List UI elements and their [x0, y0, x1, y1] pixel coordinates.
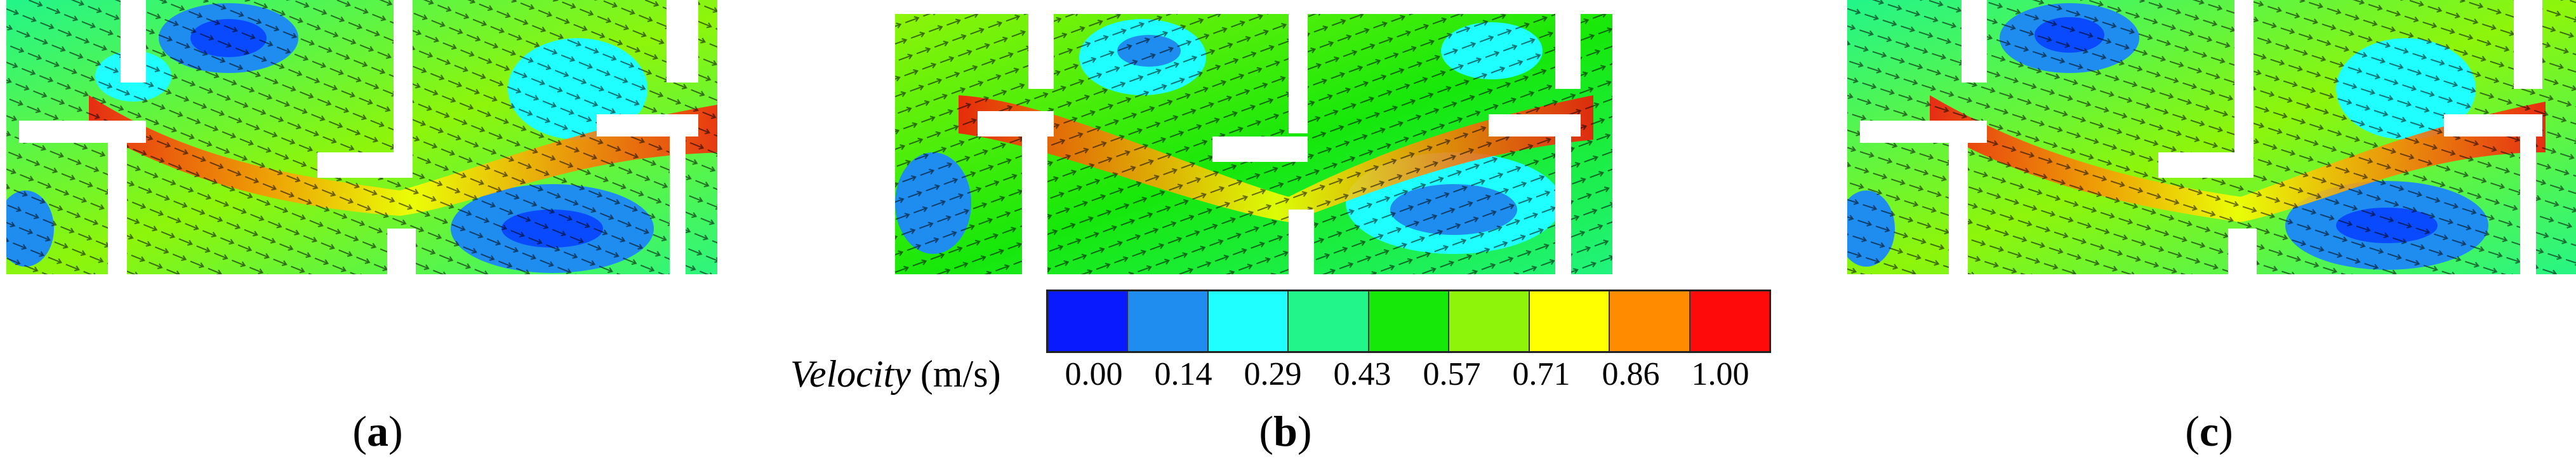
baffle-wall [1555, 137, 1571, 286]
domain-edge [717, 0, 755, 286]
colorbar-segment [1289, 291, 1369, 351]
baffle-wall [1949, 143, 1968, 286]
caption-letter: c [2199, 407, 2219, 455]
colorbar-segment [1048, 291, 1129, 351]
colorbar-tick-label: 0.14 [1154, 356, 1212, 392]
colorbar-segment [1208, 291, 1289, 351]
baffle-wall [19, 121, 146, 143]
colorbar-title-variable: Velocity [790, 353, 911, 395]
baffle-wall [667, 0, 698, 83]
baffle-wall [1022, 137, 1047, 286]
caption-a: (a) [352, 407, 403, 455]
caption-letter: a [367, 407, 388, 455]
baffle-wall [1962, 0, 1987, 83]
baffle-wall [1289, 0, 1308, 133]
colorbar-segment [1610, 291, 1690, 351]
domain-edge [1612, 0, 1657, 286]
baffle-wall [317, 152, 413, 178]
colorbar-tick-label: 1.00 [1691, 356, 1749, 392]
baffle-wall [1028, 0, 1054, 89]
colorbar-tick-label: 0.57 [1423, 356, 1481, 392]
colorbar-tick-label: 0.71 [1512, 356, 1570, 392]
baffle-wall [597, 114, 698, 137]
velocity-field-b [895, 0, 1657, 286]
colorbar-tick-label: 0.29 [1244, 356, 1302, 392]
velocity-field-a [6, 0, 755, 286]
domain-edge [895, 274, 1657, 286]
flow-panel-c [1847, 0, 2576, 286]
baffle-wall [2520, 137, 2536, 286]
velocity-field-c [1847, 0, 2576, 286]
flow-panel-a [6, 0, 755, 286]
colorbar-segment [1449, 291, 1530, 351]
velocity-colorbar [1046, 290, 1771, 353]
baffle-wall [121, 0, 146, 83]
baffle-wall [394, 0, 413, 165]
caption-b: (b) [1259, 407, 1312, 455]
baffle-wall [670, 137, 686, 286]
baffle-wall [1212, 137, 1308, 162]
colorbar-tick-label: 0.43 [1333, 356, 1391, 392]
colorbar-segment [1128, 291, 1209, 351]
flow-panel-b [895, 0, 1657, 286]
baffle-wall [1555, 0, 1581, 89]
domain-edge [895, 0, 1657, 14]
baffle-wall [108, 143, 127, 286]
baffle-wall [1489, 114, 1581, 137]
baffle-wall [2158, 152, 2254, 178]
baffle-wall [2444, 114, 2542, 137]
colorbar-segment [1369, 291, 1450, 351]
baffle-wall [1289, 210, 1314, 286]
baffle-wall [2514, 0, 2542, 89]
caption-c: (c) [2185, 407, 2233, 455]
caption-letter: b [1273, 407, 1298, 455]
colorbar-tick-label: 0.00 [1065, 356, 1123, 392]
colorbar-segment [1529, 291, 1610, 351]
colorbar-segment [1690, 291, 1769, 351]
baffle-wall [1860, 121, 1987, 143]
colorbar-tick-label: 0.86 [1602, 356, 1660, 392]
colorbar-title-unit: (m/s) [920, 353, 1001, 395]
colorbar-title: Velocity (m/s) [790, 352, 1001, 396]
domain-edge [1847, 274, 2576, 286]
domain-edge [6, 274, 755, 286]
baffle-wall [2234, 0, 2254, 165]
baffle-wall [978, 111, 1054, 137]
